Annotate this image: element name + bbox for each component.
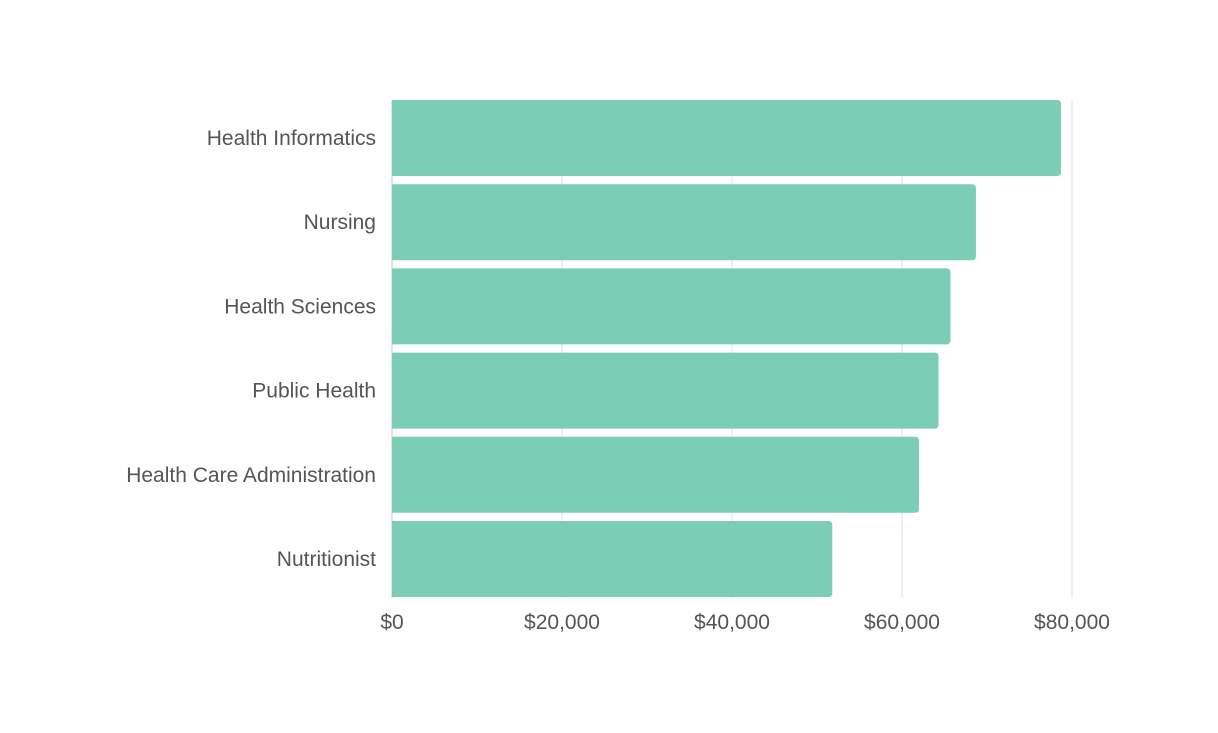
category-label: Health Care Administration xyxy=(126,464,376,487)
gridlines xyxy=(391,100,1073,598)
category-label: Nutritionist xyxy=(277,548,376,571)
category-label: Nursing xyxy=(304,211,376,234)
x-tick-labels: $0 $20,000 $40,000 $60,000 $80,000 xyxy=(380,611,1110,634)
category-label: Health Sciences xyxy=(224,295,376,318)
x-tick-label: $60,000 xyxy=(864,611,940,634)
bar xyxy=(392,268,951,345)
category-label: Public Health xyxy=(252,380,376,403)
x-tick-label: $40,000 xyxy=(694,611,770,634)
category-label: Health Informatics xyxy=(207,127,376,150)
x-tick-label: $80,000 xyxy=(1034,611,1110,634)
bar xyxy=(392,100,1061,176)
bar xyxy=(392,436,919,513)
category-labels: Health Informatics Nursing Health Sciences… xyxy=(126,127,376,571)
bar xyxy=(392,352,939,429)
bar xyxy=(392,521,833,597)
x-tick-label: $0 xyxy=(380,611,403,634)
x-tick-label: $20,000 xyxy=(524,611,600,634)
bars xyxy=(392,100,1061,597)
bar xyxy=(392,184,976,261)
